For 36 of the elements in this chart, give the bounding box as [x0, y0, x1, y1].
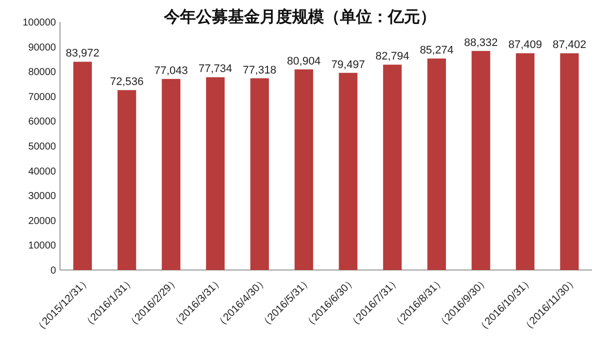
data-label: 72,536: [110, 76, 144, 88]
y-tick-label: 20000: [28, 216, 56, 227]
data-label: 87,409: [508, 39, 542, 52]
bar: [73, 62, 92, 270]
bar: [162, 78, 180, 270]
bar: [250, 78, 269, 270]
y-tick-label: 30000: [28, 191, 56, 202]
bar: [118, 90, 136, 270]
bar: [516, 53, 534, 270]
bar: [472, 50, 490, 270]
data-label: 87,402: [552, 39, 586, 52]
data-label: 80,904: [287, 55, 321, 68]
y-tick-label: 10000: [28, 240, 56, 252]
chart-title: 今年公募基金月度规模（单位：亿元）: [163, 7, 436, 26]
y-tick-label: 100000: [22, 18, 56, 28]
bar: [294, 69, 314, 270]
y-tick-label: 40000: [28, 166, 56, 178]
data-label: 88,332: [464, 36, 498, 49]
data-label: 77,043: [154, 64, 188, 77]
data-label: 83,972: [66, 48, 100, 60]
y-tick-label: 0: [50, 266, 56, 276]
data-label: 79,497: [331, 58, 365, 71]
bar: [427, 58, 446, 270]
data-label: 82,794: [376, 50, 410, 63]
data-label: 85,274: [420, 44, 454, 57]
data-label: 77,318: [242, 64, 276, 76]
bar: [560, 53, 579, 270]
y-tick-label: 60000: [28, 116, 56, 128]
y-tick-label: 80000: [28, 67, 56, 78]
y-tick-label: 50000: [28, 142, 56, 152]
y-tick-label: 70000: [28, 92, 56, 103]
y-tick-label: 90000: [28, 42, 56, 54]
bar: [338, 72, 358, 270]
bar: [383, 64, 402, 270]
bar: [206, 77, 225, 270]
data-label: 77,734: [198, 63, 232, 76]
